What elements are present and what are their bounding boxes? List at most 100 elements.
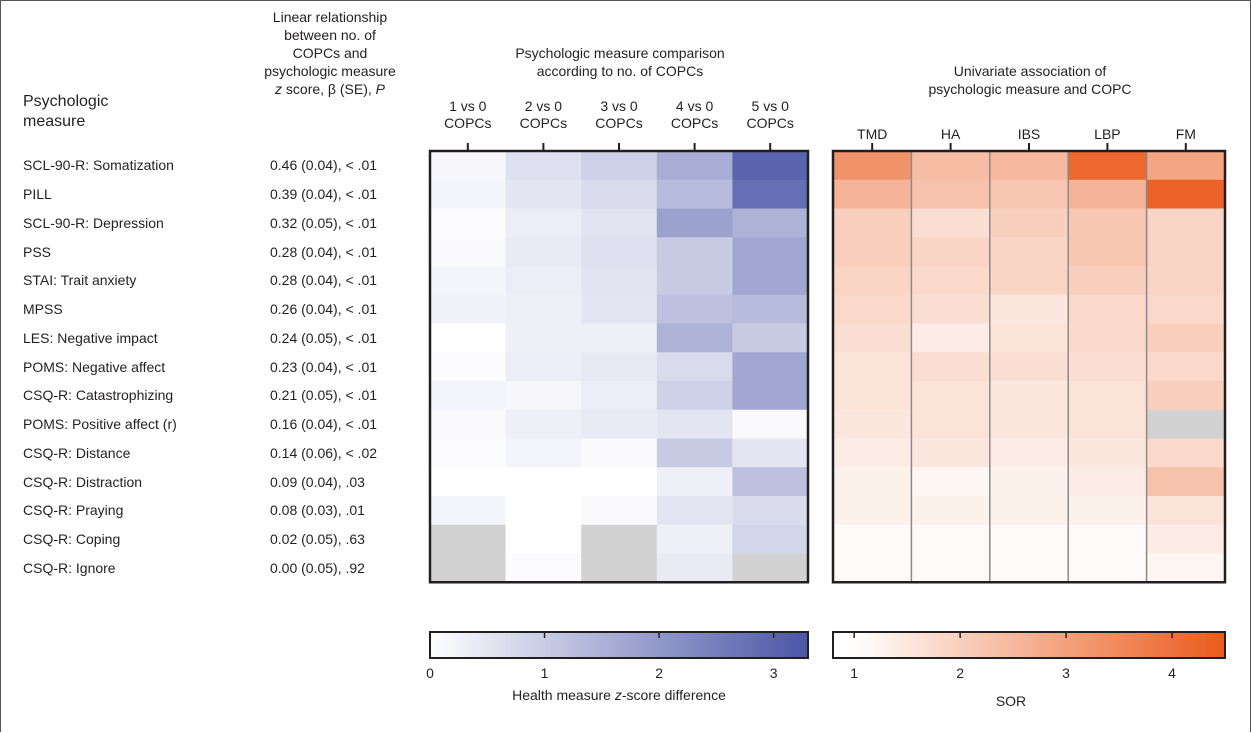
orange-heatmap-cell	[989, 524, 1069, 554]
orange-heatmap-cell	[1146, 524, 1226, 554]
blue-heatmap-cell	[656, 409, 733, 439]
blue-heatmap-cell	[430, 208, 507, 238]
orange-heatmap-cell	[1068, 496, 1148, 526]
blue-heatmap-cell	[732, 266, 809, 296]
orange-heatmap-cell	[1068, 409, 1148, 439]
orange-column-label: LBP	[1094, 126, 1120, 142]
blue-heatmap-cell	[732, 237, 809, 267]
row-label: SCL-90-R: Somatization	[23, 157, 174, 174]
blue-heatmap-cell	[732, 524, 809, 554]
orange-heatmap-cell	[1146, 409, 1226, 439]
blue-heatmap-cell	[656, 208, 733, 238]
blue-heatmap-cell	[656, 496, 733, 526]
comparison-header: Psychologic measure comparison according…	[515, 45, 725, 79]
orange-heatmap-cell	[911, 438, 991, 468]
blue-heatmap-cell	[505, 237, 582, 267]
blue-heatmap-cell	[581, 208, 658, 238]
linear-header-line-1: Linear relationship	[272, 9, 388, 25]
orange-heatmap-cell	[833, 496, 912, 526]
row-label: CSQ-R: Distraction	[23, 473, 143, 490]
orange-column-label: FM	[1176, 126, 1196, 142]
orange-heatmap-cell	[1146, 438, 1226, 468]
blue-heatmap-cell	[732, 179, 809, 209]
row-label: POMS: Negative affect	[23, 358, 166, 375]
orange-heatmap-cell	[911, 467, 991, 497]
orange-colorbar	[832, 631, 1226, 659]
row-label: MPSS	[23, 301, 63, 318]
orange-heatmap-cell	[1146, 179, 1226, 209]
blue-heatmap-cell	[732, 352, 809, 382]
blue-heatmap-cell	[430, 294, 507, 324]
linear-stat: 0.14 (0.06), < .02	[270, 444, 378, 461]
orange-heatmap-cell	[911, 151, 991, 181]
row-label: SCL-90-R: Depression	[23, 214, 164, 231]
orange-heatmap-cell	[1068, 467, 1148, 497]
orange-heatmap-cell	[833, 524, 912, 554]
blue-heatmap-cell	[656, 179, 733, 209]
linear-stat: 0.39 (0.04), < .01	[270, 186, 378, 203]
orange-heatmap-cell	[989, 151, 1069, 181]
orange-column-label: HA	[941, 126, 961, 142]
orange-heatmap-cell	[1068, 294, 1148, 324]
linear-stat: 0.24 (0.05), < .01	[270, 329, 378, 346]
orange-heatmap-cell	[911, 323, 991, 353]
blue-heatmap-cell	[581, 438, 658, 468]
row-label: STAI: Trait anxiety	[23, 272, 137, 289]
linear-stat: 0.16 (0.04), < .01	[270, 416, 378, 433]
blue-heatmap-cell	[430, 179, 507, 209]
linear-header-line-5-text: score, β (SE),	[282, 81, 376, 97]
row-label: CSQ-R: Praying	[23, 502, 124, 519]
orange-heatmap-cell	[989, 179, 1069, 209]
blue-heatmap-cell	[430, 524, 507, 554]
orange-colorbar-label: SOR	[996, 693, 1026, 709]
orange-heatmap-cell	[989, 467, 1069, 497]
blue-heatmap-cell	[430, 151, 507, 181]
linear-relationship-header: Linear relationship between no. of COPCs…	[232, 8, 428, 98]
blue-heatmap-cell	[581, 237, 658, 267]
orange-heatmap-cell	[1146, 237, 1226, 267]
orange-heatmap-cell	[833, 294, 912, 324]
blue-column-label: 5 vs 0 COPCs	[746, 98, 793, 131]
blue-heatmap-cell	[732, 151, 809, 181]
row-label: PSS	[23, 243, 52, 260]
orange-heatmap-cell	[1068, 381, 1148, 411]
orange-heatmap-cell	[911, 237, 991, 267]
orange-heatmap-cell	[833, 208, 912, 238]
blue-heatmap-cell	[505, 294, 582, 324]
linear-stat: 0.23 (0.04), < .01	[270, 358, 378, 375]
blue-heatmap-cell	[581, 151, 658, 181]
blue-heatmap-cell	[505, 266, 582, 296]
blue-heatmap-cell	[656, 294, 733, 324]
orange-heatmap-cell	[833, 352, 912, 382]
orange-heatmap-cell	[833, 553, 912, 583]
blue-heatmap-cell	[505, 179, 582, 209]
orange-heatmap-cell	[911, 524, 991, 554]
blue-column-label: 3 vs 0 COPCs	[595, 98, 642, 131]
linear-stat: 0.46 (0.04), < .01	[270, 157, 378, 174]
blue-column-label: 4 vs 0 COPCs	[671, 98, 718, 131]
orange-heatmap-cell	[1068, 151, 1148, 181]
orange-heatmap-cell	[1068, 237, 1148, 267]
blue-heatmap-cell	[505, 553, 582, 583]
p-italic: P	[375, 81, 385, 97]
blue-heatmap-cell	[430, 237, 507, 267]
orange-heatmap-cell	[1146, 151, 1226, 181]
orange-heatmap-cell	[989, 294, 1069, 324]
orange-heatmap-cell	[989, 237, 1069, 267]
colorbar-tick-label: 2	[655, 665, 663, 681]
z-italic: z	[275, 81, 283, 97]
orange-heatmap-cell	[833, 323, 912, 353]
linear-header-line-2: between no. of	[284, 27, 376, 43]
linear-stat: 0.02 (0.05), .63	[270, 531, 365, 548]
orange-heatmap-cell	[911, 352, 991, 382]
colorbar-tick-label: 2	[956, 665, 964, 681]
blue-heatmap-cell	[505, 352, 582, 382]
orange-heatmap-cell	[911, 294, 991, 324]
blue-heatmap-cell	[430, 409, 507, 439]
row-label: POMS: Positive affect (r)	[23, 416, 177, 433]
blue-heatmap-cell	[732, 409, 809, 439]
measure-column-header: Psychologic measure	[23, 93, 109, 130]
linear-stat: 0.28 (0.04), < .01	[270, 272, 378, 289]
blue-heatmap-cell	[505, 323, 582, 353]
